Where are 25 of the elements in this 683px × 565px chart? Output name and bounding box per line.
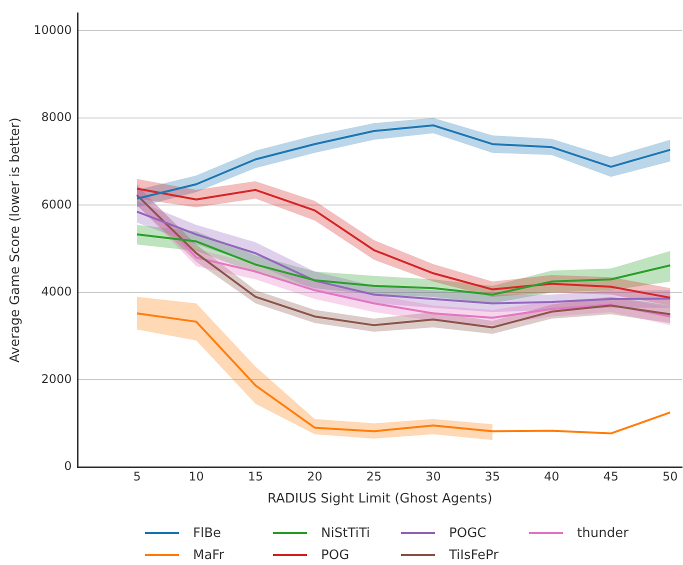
y-tick-label: 6000 — [41, 197, 72, 212]
legend-label: thunder — [577, 526, 628, 540]
x-tick-label: 50 — [662, 469, 678, 484]
x-axis-title: RADIUS Sight Limit (Ghost Agents) — [268, 492, 492, 507]
x-tick-label: 35 — [484, 469, 500, 484]
legend-label: FlBe — [193, 526, 222, 540]
legend-label: POG — [321, 548, 350, 562]
x-tick-label: 25 — [366, 469, 382, 484]
y-tick-label: 10000 — [34, 22, 72, 37]
legend-label: POGC — [449, 526, 486, 540]
y-tick-label: 2000 — [41, 372, 72, 386]
x-tick-label: 10 — [188, 469, 204, 484]
x-tick-label: 5 — [133, 469, 141, 484]
y-tick-label: 4000 — [41, 284, 72, 299]
x-tick-label: 45 — [603, 469, 619, 484]
y-axis-title: Average Game Score (lower is better) — [8, 118, 24, 363]
y-tick-label: 8000 — [41, 110, 72, 124]
legend-label: TiIsFePr — [449, 548, 498, 562]
x-tick-label: 30 — [426, 469, 441, 484]
y-tick-label: 0 — [64, 459, 72, 474]
x-tick-label: 15 — [248, 469, 264, 484]
x-tick-label: 40 — [544, 469, 560, 484]
x-tick-label: 20 — [307, 469, 322, 484]
legend-label: NiStTiTi — [321, 526, 370, 540]
legend-label: MaFr — [193, 548, 224, 562]
